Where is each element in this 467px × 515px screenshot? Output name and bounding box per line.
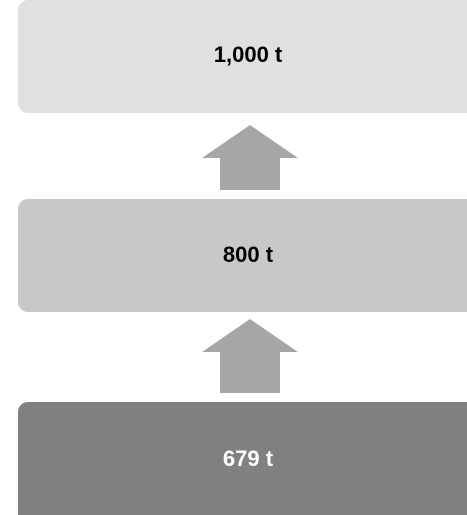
- box-label: 1,000 t: [214, 42, 283, 67]
- box: [18, 0, 467, 113]
- box-label: 800 t: [223, 242, 274, 267]
- arrow: [202, 125, 298, 190]
- box-label: 679 t: [223, 446, 274, 471]
- box: [18, 199, 467, 312]
- arrow: [202, 319, 298, 393]
- box: [18, 402, 467, 515]
